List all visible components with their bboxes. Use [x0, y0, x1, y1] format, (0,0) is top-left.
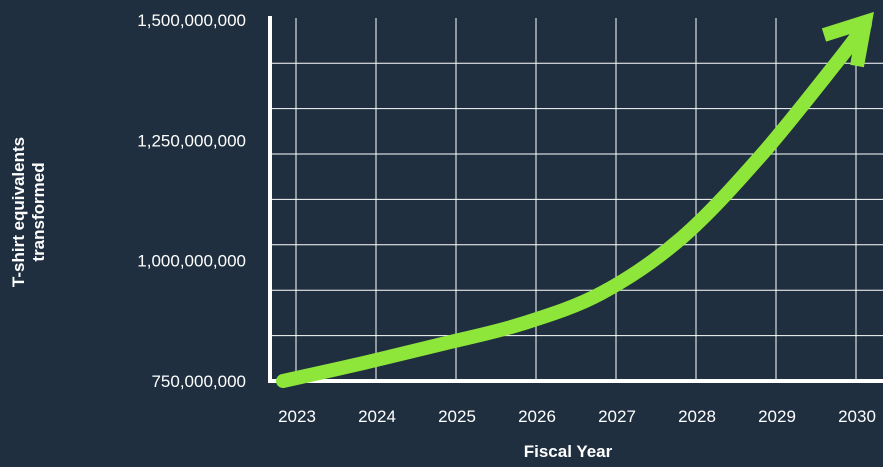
x-tick-label: 2026	[518, 407, 556, 426]
arrowhead	[821, 11, 874, 68]
x-tick-label: 2027	[598, 407, 636, 426]
y-axis-title-line-1: T-shirt equivalents	[9, 137, 28, 287]
axes	[268, 16, 883, 383]
series-line	[276, 17, 872, 388]
x-tick-labels: 2023 2024 2025 2026 2027 2028 2029 2030	[278, 407, 876, 426]
x-tick-label: 2023	[278, 407, 316, 426]
series	[276, 11, 874, 388]
y-axis-title-line-2: transformed	[29, 162, 48, 261]
y-tick-labels: 750,000,000 1,000,000,000 1,250,000,000 1,5…	[137, 11, 246, 391]
x-tick-label: 2025	[438, 407, 476, 426]
y-axis-title-group: T-shirt equivalents transformed	[9, 137, 48, 287]
x-tick-label: 2029	[758, 407, 796, 426]
y-tick-label: 1,000,000,000	[137, 252, 246, 271]
x-tick-label: 2028	[678, 407, 716, 426]
y-tick-label: 1,250,000,000	[137, 131, 246, 150]
x-tick-label: 2030	[838, 407, 876, 426]
y-tick-label: 1,500,000,000	[137, 11, 246, 30]
grid	[270, 18, 883, 381]
y-tick-label: 750,000,000	[151, 372, 246, 391]
x-tick-label: 2024	[358, 407, 396, 426]
x-axis-title: Fiscal Year	[524, 442, 613, 461]
